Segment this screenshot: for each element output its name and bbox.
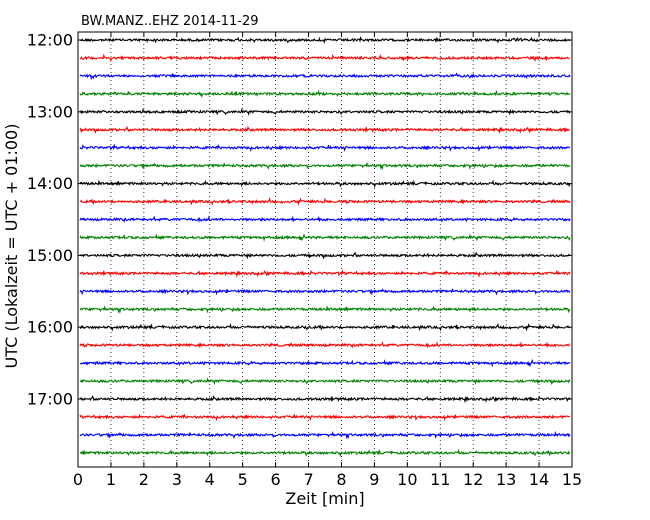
trace-1615 xyxy=(79,341,571,349)
y-tick-label: 13:00 xyxy=(27,102,73,121)
trace-1200 xyxy=(79,35,570,44)
x-tick-label: 4 xyxy=(205,470,215,489)
trace-1500 xyxy=(79,251,571,260)
trace-1545 xyxy=(79,305,571,314)
trace-1330 xyxy=(79,143,571,153)
x-tick-label: 12 xyxy=(463,470,483,489)
x-tick-label: 11 xyxy=(430,470,450,489)
trace-1700 xyxy=(79,394,571,404)
trace-1630 xyxy=(79,358,571,368)
x-tick-label: 9 xyxy=(369,470,379,489)
y-tick-label: 15:00 xyxy=(27,246,73,265)
y-tick-label: 14:00 xyxy=(27,174,73,193)
y-tick-label: 17:00 xyxy=(27,390,73,409)
chart-title: BW.MANZ..EHZ 2014-11-29 xyxy=(81,14,259,29)
x-axis-ticks: 0 1 2 3 4 5 6 7 8 9 10 11 12 13 14 15 xyxy=(73,32,582,489)
y-tick-label: 12:00 xyxy=(27,31,73,50)
grid-lines xyxy=(110,32,540,467)
trace-1215 xyxy=(79,53,571,63)
trace-1445 xyxy=(79,233,571,242)
plot-frame xyxy=(77,31,573,468)
trace-1300 xyxy=(79,107,571,117)
x-tick-label: 0 xyxy=(73,470,83,489)
trace-1415 xyxy=(79,197,571,206)
x-tick-label: 8 xyxy=(336,470,346,489)
x-tick-label: 2 xyxy=(139,470,149,489)
y-tick-label: 16:00 xyxy=(27,318,73,337)
trace-1715 xyxy=(79,413,571,422)
trace-1515 xyxy=(79,269,571,278)
trace-1530 xyxy=(79,288,571,296)
x-tick-label: 15 xyxy=(562,470,582,489)
trace-1400 xyxy=(79,179,571,189)
x-tick-label: 10 xyxy=(397,470,417,489)
x-tick-label: 5 xyxy=(238,470,248,489)
seismic-traces xyxy=(79,35,571,458)
x-tick-label: 14 xyxy=(529,470,549,489)
y-axis-ticks: 12:00 13:00 14:00 15:00 16:00 17:00 xyxy=(27,31,572,409)
x-tick-label: 6 xyxy=(271,470,281,489)
trace-1230 xyxy=(79,72,571,81)
trace-1600 xyxy=(79,322,571,332)
x-tick-label: 7 xyxy=(303,470,313,489)
x-tick-label: 1 xyxy=(106,470,116,489)
trace-1245 xyxy=(79,89,571,98)
trace-1315 xyxy=(79,125,571,135)
x-tick-label: 13 xyxy=(496,470,516,489)
x-tick-label: 3 xyxy=(172,470,182,489)
trace-1645 xyxy=(79,377,571,386)
x-axis-label: Zeit [min] xyxy=(285,489,364,508)
trace-1730 xyxy=(79,430,571,440)
y-axis-label: UTC (Lokalzeit = UTC + 01:00) xyxy=(2,124,21,369)
trace-1745 xyxy=(79,448,571,458)
trace-1345 xyxy=(79,161,571,171)
trace-1430 xyxy=(79,215,571,223)
